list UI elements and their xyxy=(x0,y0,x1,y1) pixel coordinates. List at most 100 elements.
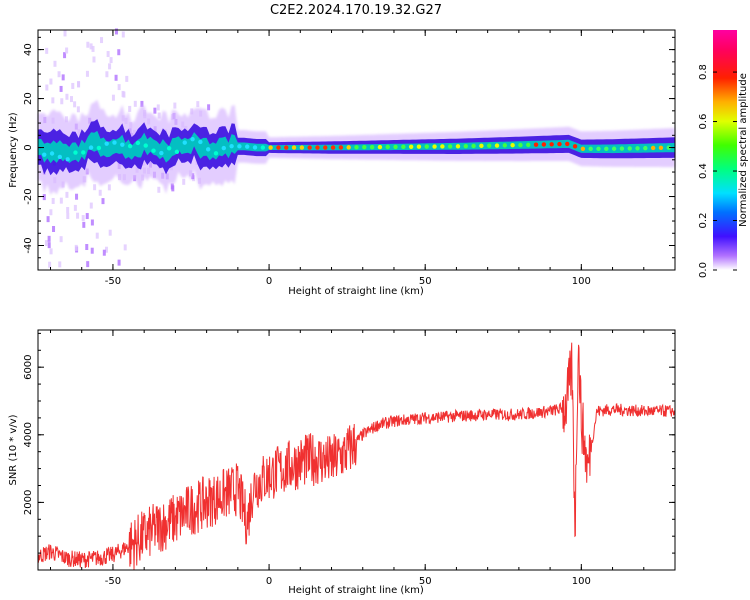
x-tick-label: 50 xyxy=(419,576,432,587)
y-tick-label: 40 xyxy=(23,43,34,56)
x-tick-label: 0 xyxy=(266,576,272,587)
spectral-speckle xyxy=(86,261,90,268)
spectral-peak xyxy=(643,145,648,151)
spectral-peak xyxy=(81,150,86,155)
spectral-peak xyxy=(237,144,242,149)
spectral-speckle xyxy=(91,45,95,52)
spectral-speckle xyxy=(42,194,46,201)
spectral-speckle xyxy=(77,81,81,88)
spectral-speckle xyxy=(85,70,89,77)
spectral-peak xyxy=(96,145,102,151)
spectral-speckle xyxy=(76,212,80,219)
spectral-peak xyxy=(369,144,375,150)
top-x-ticks: -50 0 50 100 xyxy=(49,30,676,287)
spectral-peak xyxy=(401,144,406,150)
top-y-ticks: -40 -20 0 20 40 xyxy=(23,36,675,271)
y-tick-label: 6000 xyxy=(23,354,34,379)
y-tick-label: 2000 xyxy=(23,490,34,515)
spectral-speckle xyxy=(114,74,118,81)
spectral-peak xyxy=(518,142,523,148)
spectral-peak xyxy=(588,146,593,151)
snr-panel: -50 0 50 100 2000 4000 6000 Height of straigh… xyxy=(8,329,676,596)
spectral-peak xyxy=(650,145,656,151)
spectral-speckle xyxy=(69,96,73,103)
spectral-peak xyxy=(385,144,390,150)
spectral-peak xyxy=(541,142,547,147)
spectral-peak xyxy=(627,146,632,151)
spectral-peak xyxy=(221,145,226,151)
spectral-peak xyxy=(57,154,63,160)
snr-frame xyxy=(37,329,676,571)
colorbar-gradient xyxy=(713,30,737,270)
spectral-speckle xyxy=(44,240,48,247)
spectral-speckle xyxy=(51,197,55,204)
spectral-speckle xyxy=(65,191,69,198)
y-tick-label: -20 xyxy=(23,188,34,204)
x-tick-label: 100 xyxy=(572,576,591,587)
spectral-speckle xyxy=(82,221,86,228)
spectral-peak xyxy=(502,143,508,148)
bottom-x-axis-label: Height of straight line (km) xyxy=(288,585,424,596)
spectral-speckle xyxy=(106,51,110,58)
spectral-speckle xyxy=(89,43,93,50)
spectral-peak xyxy=(557,141,562,147)
spectral-peak xyxy=(408,144,414,149)
spectral-peak xyxy=(580,146,586,151)
spectral-speckle xyxy=(107,184,111,191)
spectral-peak xyxy=(135,140,141,146)
spectrogram-marks xyxy=(38,28,675,268)
spectral-speckle xyxy=(51,97,55,104)
spectral-speckle xyxy=(156,104,160,111)
spectral-speckle xyxy=(140,100,144,107)
spectral-speckle xyxy=(90,247,94,254)
spectral-speckle xyxy=(133,100,137,107)
spectral-speckle xyxy=(59,85,63,92)
spectral-speckle xyxy=(128,105,132,112)
spectral-peak xyxy=(299,145,305,150)
colorbar-tick-label: 0.0 xyxy=(698,262,709,278)
spectral-peak xyxy=(604,146,609,151)
spectral-speckle xyxy=(59,197,63,204)
spectral-peak xyxy=(510,143,515,148)
spectral-peak xyxy=(166,146,172,151)
spectral-peak xyxy=(315,145,320,150)
spectral-peak xyxy=(330,145,336,150)
spectral-speckle xyxy=(121,31,125,38)
spectral-peak xyxy=(260,145,266,150)
spectral-speckle xyxy=(61,74,65,81)
spectral-speckle xyxy=(101,198,105,205)
spectral-peak xyxy=(229,143,234,149)
spectral-peak xyxy=(565,141,570,147)
spectral-speckle xyxy=(53,60,57,67)
spectral-speckle xyxy=(85,213,89,220)
spectral-peak xyxy=(393,144,398,150)
spectral-speckle xyxy=(157,186,161,193)
spectral-peak xyxy=(424,144,429,149)
spectral-peak xyxy=(338,145,344,150)
spectral-speckle xyxy=(57,71,61,78)
spectral-speckle xyxy=(86,41,90,48)
bottom-y-axis-label: SNR (10 * v/v) xyxy=(8,414,19,485)
spectrogram-frame xyxy=(37,29,676,271)
spectral-speckle xyxy=(95,232,99,239)
spectral-speckle xyxy=(117,49,121,56)
spectral-peak xyxy=(104,141,109,146)
spectral-speckle xyxy=(71,82,75,89)
spectral-peak xyxy=(151,148,156,153)
y-tick-label: -40 xyxy=(23,237,34,253)
spectral-speckle xyxy=(93,184,97,191)
spectral-speckle xyxy=(63,30,67,37)
x-tick-label: 0 xyxy=(266,276,272,287)
spectral-peak xyxy=(174,149,180,154)
y-tick-label: 20 xyxy=(23,92,34,105)
figure-title: C2E2.2024.170.19.32.G27 xyxy=(270,3,442,18)
spectral-speckle xyxy=(92,56,96,63)
spectral-peak xyxy=(182,140,187,145)
spectral-peak xyxy=(88,145,94,150)
y-tick-label: 0 xyxy=(23,144,34,150)
spectral-peak xyxy=(619,146,625,151)
spectral-speckle xyxy=(123,244,127,251)
spectral-peak xyxy=(455,144,461,149)
spectral-speckle xyxy=(48,261,52,268)
